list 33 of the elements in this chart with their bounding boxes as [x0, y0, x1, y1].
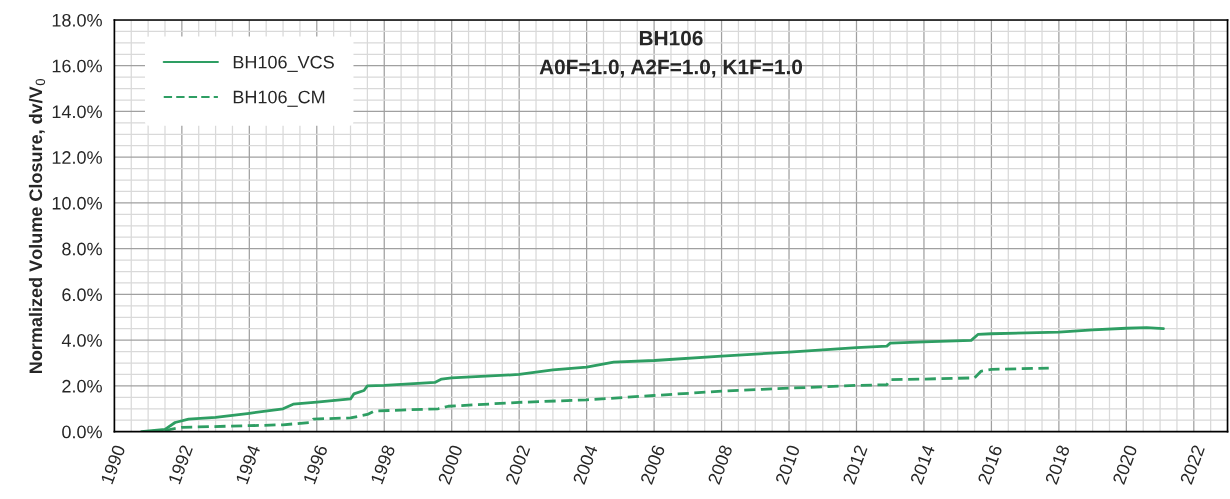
- x-tick-label: 2018: [1044, 444, 1071, 485]
- y-tick-label: 14.0%: [52, 105, 102, 119]
- x-tick-label: 1998: [370, 444, 396, 485]
- y-tick-label: 16.0%: [52, 59, 102, 73]
- y-tick-label: 4.0%: [61, 334, 102, 347]
- x-tick-label: 2010: [775, 444, 801, 485]
- chart-title: BH106: [639, 30, 703, 46]
- x-tick-label: 1996: [302, 444, 328, 485]
- x-tick-label: 2008: [707, 444, 733, 485]
- y-tick-label: 2.0%: [62, 379, 102, 393]
- y-tick-label: 0.0%: [62, 425, 102, 439]
- legend-label: BH106_CM: [233, 90, 325, 107]
- x-tick-label: 2006: [640, 444, 666, 485]
- x-tick-label: 2020: [1112, 444, 1138, 485]
- x-tick-label: 1992: [168, 444, 193, 485]
- x-tick-label: 2022: [1179, 444, 1205, 485]
- y-tick-label: 8.0%: [62, 242, 102, 256]
- x-tick-label: 2002: [505, 444, 531, 485]
- legend-label: BH106_VCS: [233, 55, 334, 72]
- x-tick-label: 1994: [235, 444, 261, 485]
- x-tick-label: 2016: [977, 444, 1003, 485]
- x-tick-label: 2014: [909, 444, 936, 485]
- y-axis-title: Normalized Volume Closure, dv/V$_{0}$: [28, 78, 46, 374]
- x-tick-label: 2000: [437, 444, 463, 485]
- y-tick-label: 10.0%: [52, 196, 102, 210]
- x-tick-label: 2004: [572, 444, 598, 485]
- x-tick-label: 2012: [842, 444, 868, 485]
- y-tick-label: 18.0%: [52, 13, 102, 27]
- x-tick-label: 1990: [100, 444, 126, 485]
- y-tick-label: 12.0%: [52, 151, 102, 164]
- line-series: [139, 326, 1165, 432]
- text: A0F=1.0, A2F=1.0, K1F=1.0: [539, 59, 803, 78]
- y-tick-label: 6.0%: [62, 288, 102, 302]
